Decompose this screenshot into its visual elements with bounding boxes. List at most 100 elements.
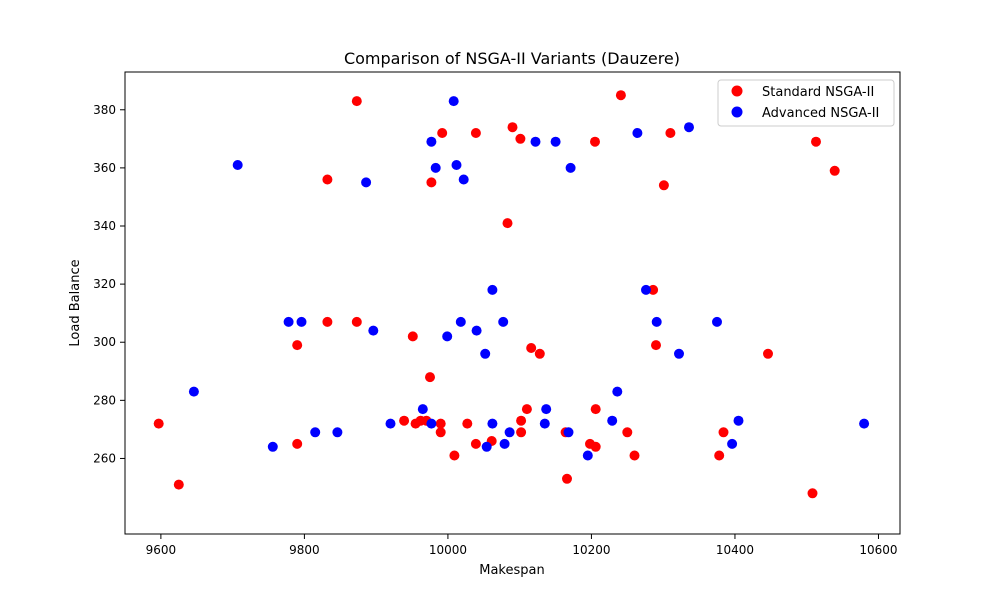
data-point	[361, 177, 372, 188]
data-point	[455, 316, 466, 327]
data-point	[534, 348, 545, 359]
data-point	[727, 438, 738, 449]
data-point	[539, 418, 550, 429]
data-point	[712, 316, 722, 327]
data-point	[651, 340, 661, 351]
y-tick-label: 340	[93, 219, 116, 233]
data-point	[296, 316, 307, 327]
data-point	[714, 450, 725, 461]
data-point	[651, 316, 662, 327]
data-point	[470, 128, 481, 138]
data-point	[590, 404, 601, 415]
data-point	[232, 160, 243, 170]
data-point	[173, 479, 184, 490]
data-point	[292, 340, 303, 351]
x-axis-label: Makespan	[479, 563, 544, 578]
data-point	[665, 128, 676, 138]
data-point	[462, 418, 473, 429]
data-point	[385, 418, 396, 429]
data-point	[322, 174, 333, 185]
data-point	[351, 316, 362, 327]
data-point	[582, 450, 593, 461]
legend-label-standard: Standard NSGA-II	[762, 85, 874, 100]
data-point	[612, 386, 623, 397]
x-axis-ticks: 9600 9800 10000 10200 10400 10600	[146, 534, 898, 557]
data-point	[499, 438, 510, 449]
plot-area-frame	[124, 71, 901, 535]
x-tick-label: 9600	[146, 543, 177, 557]
x-tick-label: 10400	[716, 543, 754, 557]
data-point	[541, 404, 552, 415]
x-tick-label: 10000	[429, 543, 467, 557]
y-tick-label: 360	[93, 161, 116, 175]
data-points	[153, 90, 870, 499]
data-point	[426, 136, 437, 147]
data-point	[437, 128, 448, 138]
series-1	[188, 96, 870, 461]
data-point	[481, 441, 492, 452]
data-point	[442, 331, 453, 342]
y-tick-label: 380	[93, 103, 116, 117]
series-0	[153, 90, 840, 499]
data-point	[449, 450, 460, 461]
data-point	[641, 284, 651, 295]
y-tick-label: 280	[93, 393, 116, 407]
data-point	[632, 128, 643, 138]
data-point	[811, 136, 821, 147]
data-point	[426, 418, 437, 429]
data-point	[829, 165, 840, 176]
legend: Standard NSGA-II Advanced NSGA-II	[717, 79, 895, 127]
data-point	[562, 473, 572, 484]
data-point	[487, 418, 498, 429]
data-point	[615, 90, 626, 101]
data-point	[435, 427, 446, 438]
data-point	[563, 427, 574, 438]
data-point	[859, 418, 870, 429]
y-tick-label: 300	[93, 335, 116, 349]
data-point	[526, 343, 537, 353]
legend-marker-standard	[731, 85, 743, 97]
data-point	[590, 136, 600, 147]
data-point	[351, 96, 362, 107]
data-point	[332, 427, 343, 438]
data-point	[458, 174, 469, 185]
data-point	[565, 162, 576, 173]
data-point	[480, 348, 491, 359]
x-tick-label: 10600	[859, 543, 897, 557]
y-axis-label: Load Balance	[68, 259, 83, 346]
y-tick-label: 260	[93, 451, 116, 465]
data-point	[590, 441, 601, 452]
y-axis-ticks: 260 280 300 320 340 360 380	[93, 103, 125, 465]
data-point	[507, 122, 518, 133]
data-point	[407, 331, 418, 342]
data-point	[718, 427, 729, 438]
data-point	[684, 122, 694, 133]
data-point	[188, 386, 199, 397]
data-point	[292, 438, 303, 449]
chart-title: Comparison of NSGA-II Variants (Dauzere)	[344, 49, 680, 68]
data-point	[426, 177, 437, 188]
x-tick-label: 10200	[572, 543, 610, 557]
data-point	[471, 325, 482, 336]
data-point	[648, 284, 659, 295]
data-point	[763, 348, 773, 359]
data-point	[368, 325, 379, 336]
data-point	[470, 438, 481, 449]
data-point	[521, 404, 532, 415]
data-point	[451, 160, 462, 170]
data-point	[283, 316, 294, 327]
legend-box	[717, 79, 895, 127]
data-point	[153, 418, 164, 429]
data-point	[622, 427, 633, 438]
data-point	[417, 404, 428, 415]
data-point	[448, 96, 459, 107]
data-point	[516, 415, 527, 426]
data-point	[322, 316, 333, 327]
data-point	[435, 418, 446, 429]
data-point	[425, 372, 435, 383]
legend-marker-advanced	[731, 106, 743, 118]
data-point	[733, 415, 744, 426]
data-point	[504, 427, 515, 438]
